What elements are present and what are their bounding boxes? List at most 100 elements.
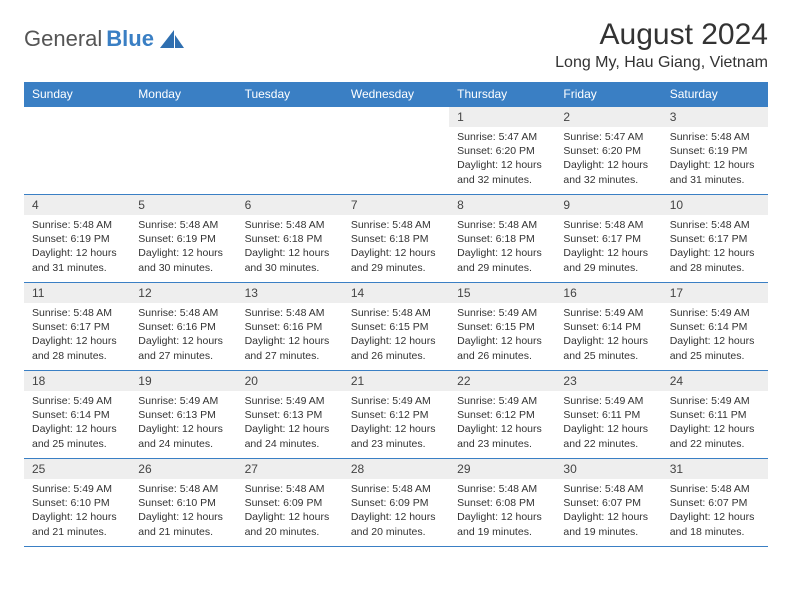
day-cell: 22Sunrise: 5:49 AMSunset: 6:12 PMDayligh…	[449, 370, 555, 458]
sunset-line: Sunset: 6:19 PM	[32, 232, 122, 246]
day-details: Sunrise: 5:49 AMSunset: 6:14 PMDaylight:…	[24, 391, 130, 457]
sunset-line: Sunset: 6:18 PM	[457, 232, 547, 246]
sunrise-line: Sunrise: 5:48 AM	[670, 218, 760, 232]
daylight-line: Daylight: 12 hours and 29 minutes.	[563, 246, 653, 274]
sunrise-line: Sunrise: 5:48 AM	[138, 218, 228, 232]
daylight-line: Daylight: 12 hours and 32 minutes.	[457, 158, 547, 186]
daylight-line: Daylight: 12 hours and 19 minutes.	[457, 510, 547, 538]
sunrise-line: Sunrise: 5:48 AM	[138, 482, 228, 496]
day-details: Sunrise: 5:48 AMSunset: 6:17 PMDaylight:…	[24, 303, 130, 369]
sunset-line: Sunset: 6:15 PM	[351, 320, 441, 334]
day-number: 6	[237, 195, 343, 215]
day-number: 18	[24, 371, 130, 391]
daylight-line: Daylight: 12 hours and 21 minutes.	[138, 510, 228, 538]
daylight-line: Daylight: 12 hours and 26 minutes.	[351, 334, 441, 362]
day-cell: 5Sunrise: 5:48 AMSunset: 6:19 PMDaylight…	[130, 194, 236, 282]
brand-logo: GeneralBlue	[24, 26, 184, 52]
sunset-line: Sunset: 6:15 PM	[457, 320, 547, 334]
daylight-line: Daylight: 12 hours and 26 minutes.	[457, 334, 547, 362]
daylight-line: Daylight: 12 hours and 20 minutes.	[351, 510, 441, 538]
day-details: Sunrise: 5:49 AMSunset: 6:10 PMDaylight:…	[24, 479, 130, 545]
sunset-line: Sunset: 6:10 PM	[138, 496, 228, 510]
brand-general: General	[24, 26, 102, 52]
daylight-line: Daylight: 12 hours and 29 minutes.	[457, 246, 547, 274]
weekday-header: Saturday	[662, 82, 768, 106]
day-number: 20	[237, 371, 343, 391]
sunrise-line: Sunrise: 5:48 AM	[245, 306, 335, 320]
sunset-line: Sunset: 6:07 PM	[563, 496, 653, 510]
day-number: 12	[130, 283, 236, 303]
day-cell: 29Sunrise: 5:48 AMSunset: 6:08 PMDayligh…	[449, 458, 555, 546]
day-details: Sunrise: 5:48 AMSunset: 6:09 PMDaylight:…	[343, 479, 449, 545]
sunset-line: Sunset: 6:13 PM	[138, 408, 228, 422]
day-details: Sunrise: 5:47 AMSunset: 6:20 PMDaylight:…	[449, 127, 555, 193]
day-details: Sunrise: 5:49 AMSunset: 6:13 PMDaylight:…	[130, 391, 236, 457]
daylight-line: Daylight: 12 hours and 24 minutes.	[138, 422, 228, 450]
day-cell: 21Sunrise: 5:49 AMSunset: 6:12 PMDayligh…	[343, 370, 449, 458]
weekday-header: Thursday	[449, 82, 555, 106]
day-cell: 12Sunrise: 5:48 AMSunset: 6:16 PMDayligh…	[130, 282, 236, 370]
daylight-line: Daylight: 12 hours and 22 minutes.	[563, 422, 653, 450]
day-cell: 11Sunrise: 5:48 AMSunset: 6:17 PMDayligh…	[24, 282, 130, 370]
sunrise-line: Sunrise: 5:47 AM	[457, 130, 547, 144]
sunset-line: Sunset: 6:12 PM	[457, 408, 547, 422]
weekday-header: Wednesday	[343, 82, 449, 106]
day-number: 10	[662, 195, 768, 215]
day-details: Sunrise: 5:48 AMSunset: 6:07 PMDaylight:…	[555, 479, 661, 545]
sunset-line: Sunset: 6:09 PM	[245, 496, 335, 510]
day-cell: 20Sunrise: 5:49 AMSunset: 6:13 PMDayligh…	[237, 370, 343, 458]
day-number: 24	[662, 371, 768, 391]
sunset-line: Sunset: 6:18 PM	[351, 232, 441, 246]
sunset-line: Sunset: 6:19 PM	[138, 232, 228, 246]
day-details: Sunrise: 5:48 AMSunset: 6:19 PMDaylight:…	[662, 127, 768, 193]
sunrise-line: Sunrise: 5:49 AM	[563, 306, 653, 320]
sunset-line: Sunset: 6:14 PM	[670, 320, 760, 334]
daylight-line: Daylight: 12 hours and 29 minutes.	[351, 246, 441, 274]
day-cell: 6Sunrise: 5:48 AMSunset: 6:18 PMDaylight…	[237, 194, 343, 282]
day-cell: 26Sunrise: 5:48 AMSunset: 6:10 PMDayligh…	[130, 458, 236, 546]
day-number: 29	[449, 459, 555, 479]
day-number: 21	[343, 371, 449, 391]
day-number: 30	[555, 459, 661, 479]
day-details: Sunrise: 5:48 AMSunset: 6:17 PMDaylight:…	[662, 215, 768, 281]
daylight-line: Daylight: 12 hours and 21 minutes.	[32, 510, 122, 538]
sunset-line: Sunset: 6:12 PM	[351, 408, 441, 422]
day-details: Sunrise: 5:49 AMSunset: 6:11 PMDaylight:…	[662, 391, 768, 457]
daylight-line: Daylight: 12 hours and 27 minutes.	[245, 334, 335, 362]
location: Long My, Hau Giang, Vietnam	[555, 54, 768, 72]
daylight-line: Daylight: 12 hours and 28 minutes.	[32, 334, 122, 362]
sunset-line: Sunset: 6:18 PM	[245, 232, 335, 246]
day-cell: 16Sunrise: 5:49 AMSunset: 6:14 PMDayligh…	[555, 282, 661, 370]
daylight-line: Daylight: 12 hours and 30 minutes.	[138, 246, 228, 274]
day-cell: 1Sunrise: 5:47 AMSunset: 6:20 PMDaylight…	[449, 106, 555, 194]
weekday-header: Monday	[130, 82, 236, 106]
daylight-line: Daylight: 12 hours and 25 minutes.	[32, 422, 122, 450]
weekday-header: Friday	[555, 82, 661, 106]
sunrise-line: Sunrise: 5:49 AM	[457, 394, 547, 408]
sunset-line: Sunset: 6:16 PM	[138, 320, 228, 334]
day-cell: 13Sunrise: 5:48 AMSunset: 6:16 PMDayligh…	[237, 282, 343, 370]
daylight-line: Daylight: 12 hours and 24 minutes.	[245, 422, 335, 450]
day-number: 3	[662, 107, 768, 127]
day-number: 7	[343, 195, 449, 215]
daylight-line: Daylight: 12 hours and 25 minutes.	[563, 334, 653, 362]
bottom-rule	[24, 546, 768, 547]
daylight-line: Daylight: 12 hours and 19 minutes.	[563, 510, 653, 538]
sunrise-line: Sunrise: 5:49 AM	[138, 394, 228, 408]
day-cell: 23Sunrise: 5:49 AMSunset: 6:11 PMDayligh…	[555, 370, 661, 458]
day-details: Sunrise: 5:49 AMSunset: 6:12 PMDaylight:…	[449, 391, 555, 457]
sunset-line: Sunset: 6:11 PM	[563, 408, 653, 422]
calendar-header-row: SundayMondayTuesdayWednesdayThursdayFrid…	[24, 82, 768, 106]
day-details: Sunrise: 5:48 AMSunset: 6:18 PMDaylight:…	[449, 215, 555, 281]
sunrise-line: Sunrise: 5:48 AM	[245, 482, 335, 496]
day-number: 1	[449, 107, 555, 127]
day-details: Sunrise: 5:48 AMSunset: 6:18 PMDaylight:…	[237, 215, 343, 281]
sunrise-line: Sunrise: 5:49 AM	[32, 394, 122, 408]
day-cell: 9Sunrise: 5:48 AMSunset: 6:17 PMDaylight…	[555, 194, 661, 282]
sunrise-line: Sunrise: 5:49 AM	[563, 394, 653, 408]
empty-cell	[130, 106, 236, 194]
empty-cell	[237, 106, 343, 194]
day-number: 16	[555, 283, 661, 303]
day-number: 11	[24, 283, 130, 303]
daylight-line: Daylight: 12 hours and 27 minutes.	[138, 334, 228, 362]
